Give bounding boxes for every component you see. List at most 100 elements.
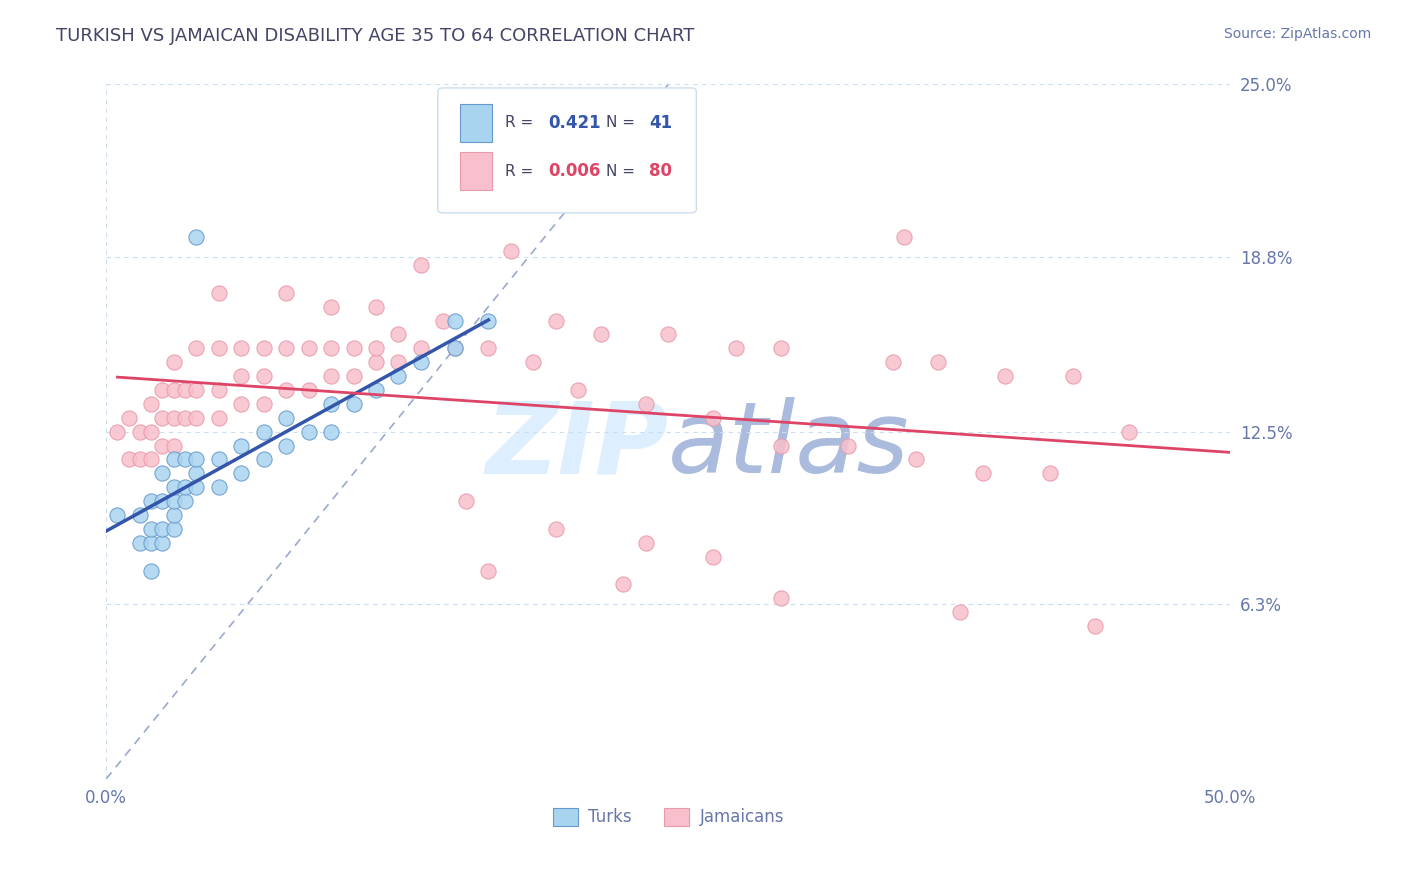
Text: N =: N = [606, 164, 640, 178]
Point [274, 410, 297, 425]
Point [994, 369, 1017, 384]
Point [364, 342, 387, 356]
Point [409, 258, 432, 272]
Point [141, 397, 163, 411]
Point [274, 439, 297, 453]
Point [186, 480, 208, 494]
Point [319, 369, 342, 384]
Point [152, 439, 174, 453]
Text: atlas: atlas [668, 397, 910, 494]
Point [499, 244, 522, 259]
Point [107, 508, 129, 522]
Point [342, 397, 364, 411]
Point [252, 397, 274, 411]
Point [174, 494, 197, 508]
Point [893, 230, 915, 244]
Point [152, 522, 174, 536]
Point [297, 425, 319, 439]
FancyBboxPatch shape [437, 88, 696, 213]
Text: R =: R = [505, 164, 538, 178]
Point [208, 342, 231, 356]
Point [319, 300, 342, 314]
Text: 0.421: 0.421 [548, 113, 600, 132]
Point [208, 480, 231, 494]
Point [152, 383, 174, 397]
Point [567, 383, 589, 397]
Point [208, 383, 231, 397]
Point [657, 327, 679, 342]
Point [634, 397, 657, 411]
Point [107, 425, 129, 439]
Point [229, 397, 252, 411]
Point [1062, 369, 1084, 384]
Point [141, 536, 163, 550]
Point [252, 369, 274, 384]
Point [432, 313, 454, 327]
Legend: Turks, Jamaicans: Turks, Jamaicans [546, 801, 790, 833]
Point [274, 285, 297, 300]
Point [208, 452, 231, 467]
Point [118, 410, 141, 425]
Point [342, 342, 364, 356]
Bar [460, 103, 492, 142]
Point [141, 522, 163, 536]
Point [544, 522, 567, 536]
Point [229, 439, 252, 453]
Point [252, 342, 274, 356]
Point [769, 591, 792, 606]
Point [186, 452, 208, 467]
Bar [460, 153, 492, 190]
Text: ZIP: ZIP [485, 397, 668, 494]
Point [297, 383, 319, 397]
Point [252, 425, 274, 439]
Point [186, 383, 208, 397]
Point [141, 425, 163, 439]
Point [702, 549, 724, 564]
Point [409, 355, 432, 369]
Point [186, 230, 208, 244]
Point [342, 369, 364, 384]
Point [229, 467, 252, 481]
Point [163, 410, 186, 425]
Point [186, 410, 208, 425]
Text: TURKISH VS JAMAICAN DISABILITY AGE 35 TO 64 CORRELATION CHART: TURKISH VS JAMAICAN DISABILITY AGE 35 TO… [56, 27, 695, 45]
Point [769, 439, 792, 453]
Point [129, 425, 152, 439]
Point [364, 300, 387, 314]
Point [229, 342, 252, 356]
Point [163, 355, 186, 369]
Point [174, 410, 197, 425]
Point [297, 342, 319, 356]
Point [1039, 467, 1062, 481]
Point [904, 452, 927, 467]
Point [702, 410, 724, 425]
Point [129, 536, 152, 550]
Point [634, 536, 657, 550]
Point [141, 494, 163, 508]
Text: 41: 41 [650, 113, 672, 132]
Point [129, 452, 152, 467]
Point [174, 452, 197, 467]
Point [882, 355, 904, 369]
Point [409, 342, 432, 356]
Point [163, 480, 186, 494]
Point [319, 425, 342, 439]
Point [477, 342, 499, 356]
Point [443, 342, 465, 356]
Point [949, 605, 972, 619]
Point [364, 383, 387, 397]
Point [972, 467, 994, 481]
Point [274, 342, 297, 356]
Point [186, 467, 208, 481]
Point [174, 383, 197, 397]
Point [129, 508, 152, 522]
Point [443, 342, 465, 356]
Text: Source: ZipAtlas.com: Source: ZipAtlas.com [1223, 27, 1371, 41]
Point [229, 369, 252, 384]
Text: N =: N = [606, 115, 640, 130]
Point [163, 383, 186, 397]
Point [163, 522, 186, 536]
Point [252, 452, 274, 467]
Point [522, 355, 544, 369]
Point [163, 494, 186, 508]
